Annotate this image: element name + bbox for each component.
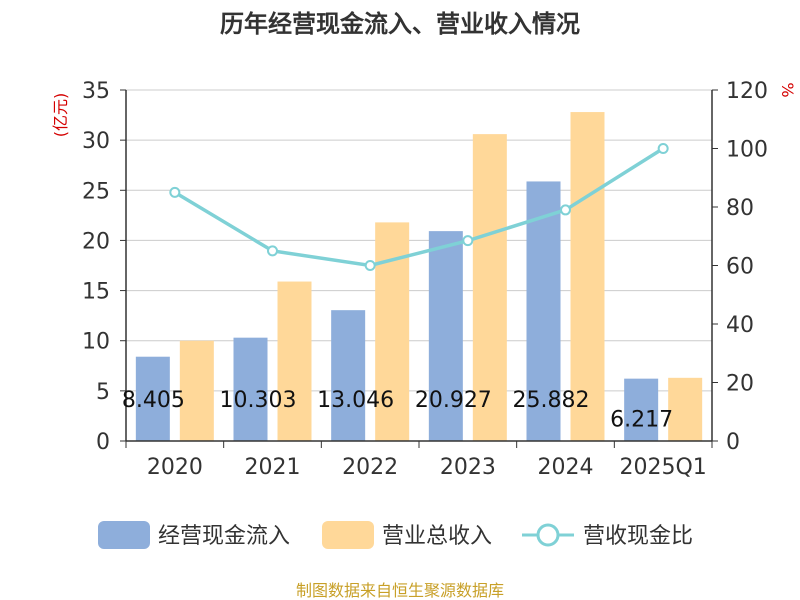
bar-cash-inflow: [428, 231, 463, 441]
right-axis-unit: %: [778, 82, 797, 97]
left-tick-label: 15: [82, 280, 110, 305]
legend-item-ratio[interactable]: 营收现金比: [522, 523, 693, 549]
left-tick-label: 5: [96, 380, 110, 405]
legend-item-revenue[interactable]: 营业总收入: [322, 521, 492, 549]
bar-cash-inflow: [624, 378, 659, 441]
left-tick-label: 10: [82, 330, 110, 355]
left-tick-label: 20: [82, 229, 110, 254]
data-labels: 8.405 10.303 13.046 20.927 25.882 6.217: [122, 388, 673, 433]
source-note: 制图数据来自恒生聚源数据库: [296, 581, 504, 600]
ratio-point: [364, 260, 376, 271]
bar-cash-inflow: [135, 356, 170, 441]
bar-cash-inflow: [526, 181, 561, 441]
left-tick-label: 35: [82, 79, 110, 104]
bar-revenue: [668, 377, 703, 441]
ratio-point: [169, 186, 181, 198]
x-tick-label: 2020: [147, 455, 203, 480]
bar-cash-inflow: [331, 310, 366, 441]
bars: [135, 112, 703, 441]
x-tick-label: 2021: [245, 455, 301, 480]
right-tick-label: 40: [726, 313, 754, 338]
bar-revenue: [570, 112, 605, 441]
legend-item-cash-inflow[interactable]: 经营现金流入: [98, 521, 290, 549]
ratio-point: [267, 245, 278, 257]
right-tick-label: 100: [726, 138, 768, 163]
right-tick-label: 20: [726, 372, 754, 397]
axes: 0 5 10 15 20 25 30 35 0 20 40 60 80 100 120 2020 2021 202…: [82, 79, 768, 480]
legend-swatch-revenue: [322, 521, 374, 549]
left-axis-unit: (亿元): [51, 93, 70, 138]
right-tick-label: 120: [726, 79, 768, 104]
bar-revenue: [179, 340, 214, 441]
data-label-cash-inflow: 8.405: [122, 388, 185, 413]
bar-cash-inflow: [233, 337, 268, 441]
ratio-line-path: [173, 147, 665, 268]
data-label-cash-inflow: 13.046: [317, 388, 394, 413]
legend-marker-ratio: [536, 523, 560, 547]
ratio-point: [560, 204, 571, 216]
left-tick-label: 0: [96, 430, 110, 455]
data-label-cash-inflow: 6.217: [610, 408, 673, 433]
x-tick-label: 2023: [440, 455, 496, 480]
ratio-point: [657, 143, 669, 154]
ratio-point: [462, 235, 474, 247]
x-tick-label: 2022: [342, 455, 398, 480]
legend-label-ratio: 营收现金比: [583, 524, 693, 549]
left-tick-label: 30: [82, 129, 110, 154]
legend-label-revenue: 营业总收入: [382, 524, 492, 549]
ratio-line: [169, 143, 669, 271]
left-tick-label: 25: [82, 179, 110, 204]
chart-title: 历年经营现金流入、营业收入情况: [220, 10, 580, 38]
data-label-cash-inflow: 10.303: [220, 388, 297, 413]
x-tick-label: 2025Q1: [620, 455, 707, 480]
legend-label-cash-inflow: 经营现金流入: [158, 524, 290, 549]
x-tick-label: 2024: [538, 455, 594, 480]
right-tick-label: 80: [726, 196, 754, 221]
data-label-cash-inflow: 25.882: [513, 388, 590, 413]
bar-revenue: [277, 281, 312, 441]
grid: [126, 89, 712, 392]
legend-swatch-cash-inflow: [98, 521, 150, 549]
right-tick-label: 0: [726, 430, 740, 455]
bar-revenue: [472, 134, 507, 441]
right-tick-label: 60: [726, 255, 754, 280]
data-label-cash-inflow: 20.927: [415, 388, 492, 413]
legend: 经营现金流入 营业总收入 营收现金比: [98, 521, 693, 549]
